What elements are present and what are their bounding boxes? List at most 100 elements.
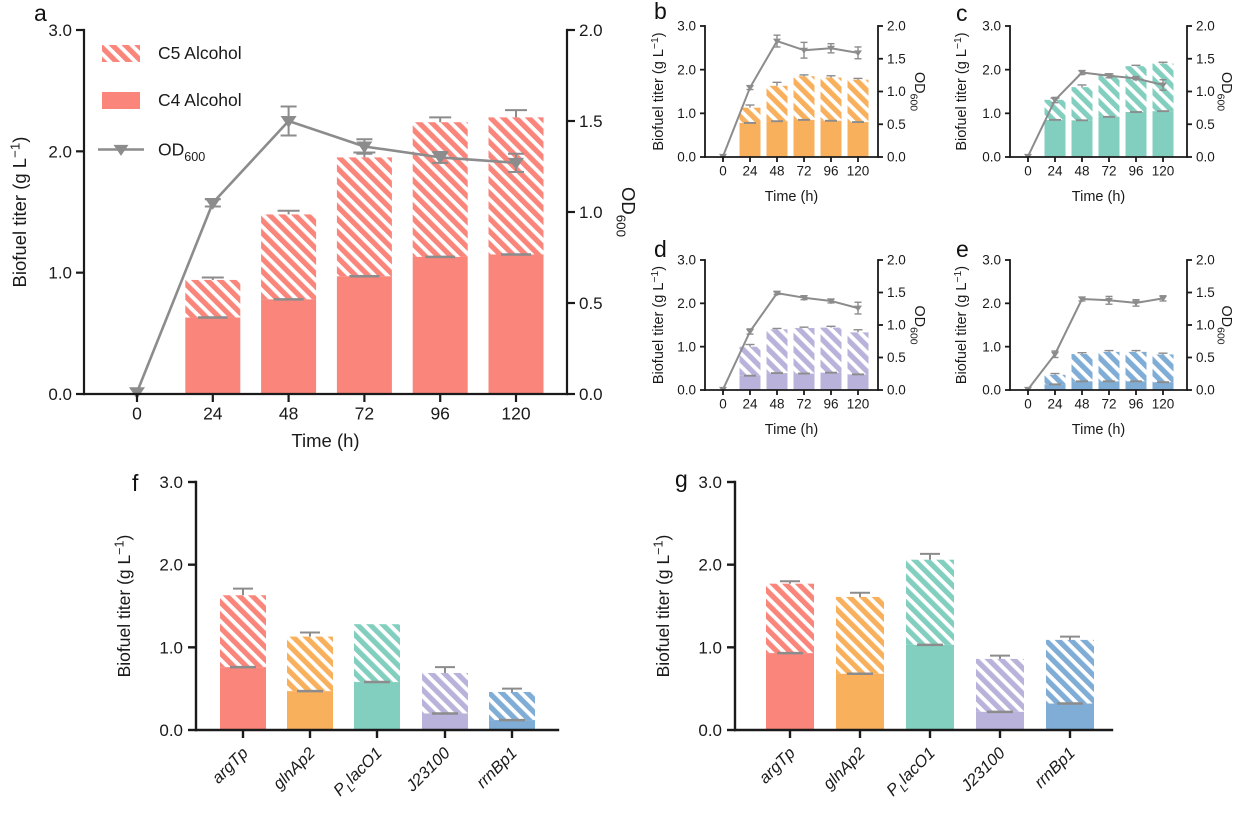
- svg-text:1.0: 1.0: [982, 106, 1001, 121]
- svg-text:2.0: 2.0: [982, 62, 1001, 77]
- svg-text:2.0: 2.0: [887, 19, 906, 34]
- panel-letter-b: b: [654, 0, 667, 24]
- svg-text:OD600: OD600: [1215, 72, 1234, 111]
- panel-d-biofuel-timecourse: 0.0 1.0 2.0 3.0 0.0 0.5 1.0 1.5 2.0 0 24 48 72 96 120 T…: [620, 230, 932, 462]
- svg-text:0: 0: [1024, 164, 1032, 179]
- svg-text:0: 0: [719, 397, 727, 412]
- svg-text:Biofuel titer (g L−1): Biofuel titer (g L−1): [953, 266, 970, 384]
- svg-text:0: 0: [132, 404, 142, 424]
- svg-text:3.0: 3.0: [48, 21, 72, 40]
- svg-text:0.0: 0.0: [677, 383, 696, 398]
- svg-text:glnAp2: glnAp2: [820, 744, 869, 793]
- svg-text:OD600: OD600: [908, 72, 927, 111]
- panel-e-biofuel-timecourse: 0.0 1.0 2.0 3.0 0.0 0.5 1.0 1.5 2.0 0 24 48 72 96 120 T…: [930, 230, 1236, 462]
- svg-text:OD600: OD600: [908, 305, 927, 344]
- svg-text:72: 72: [796, 164, 811, 179]
- svg-text:96: 96: [1128, 164, 1143, 179]
- svg-text:1.0: 1.0: [579, 203, 603, 222]
- svg-text:48: 48: [1074, 397, 1089, 412]
- svg-text:0.0: 0.0: [159, 721, 183, 740]
- svg-text:1.0: 1.0: [982, 339, 1001, 354]
- svg-text:2.0: 2.0: [1196, 19, 1215, 34]
- svg-text:0.5: 0.5: [887, 117, 906, 132]
- svg-text:Biofuel titer (g L−1): Biofuel titer (g L−1): [953, 32, 970, 150]
- chart-a-svg: 0.0 1.0 2.0 3.0 0.0 0.5 1.0 1.5 2.0 0 24 48 72 96 120 T…: [7, 21, 639, 451]
- svg-text:2.0: 2.0: [579, 21, 603, 40]
- panel-b-biofuel-timecourse: 0.0 1.0 2.0 3.0 0.0 0.5 1.0 1.5 2.0 0 24 48 72 96 120 T…: [620, 0, 932, 232]
- panel-letter-d: d: [654, 236, 667, 262]
- svg-text:120: 120: [1152, 164, 1175, 179]
- svg-text:rrnBp1: rrnBp1: [1031, 744, 1079, 792]
- svg-text:0.0: 0.0: [1196, 383, 1215, 398]
- svg-text:0.5: 0.5: [1196, 350, 1215, 365]
- svg-text:24: 24: [742, 397, 758, 412]
- svg-text:1.0: 1.0: [887, 318, 906, 333]
- svg-text:96: 96: [430, 404, 449, 424]
- svg-text:24: 24: [1047, 397, 1063, 412]
- svg-text:Time (h): Time (h): [765, 189, 818, 205]
- svg-text:72: 72: [355, 404, 374, 424]
- svg-text:120: 120: [1152, 397, 1175, 412]
- svg-text:0.0: 0.0: [982, 150, 1001, 165]
- chart-d-svg: 0.0 1.0 2.0 3.0 0.0 0.5 1.0 1.5 2.0 0 24 48 72 96 120 T…: [650, 253, 927, 438]
- svg-text:Time (h): Time (h): [765, 422, 818, 438]
- chart-e-svg: 0.0 1.0 2.0 3.0 0.0 0.5 1.0 1.5 2.0 0 24 48 72 96 120 T…: [953, 253, 1234, 438]
- svg-text:1.0: 1.0: [677, 106, 696, 121]
- svg-text:2.0: 2.0: [48, 142, 72, 161]
- svg-text:2.0: 2.0: [698, 556, 722, 575]
- panel-a-biofuel-timecourse: 0.0 1.0 2.0 3.0 0.0 0.5 1.0 1.5 2.0 0 24 48 72 96 120 T…: [0, 0, 645, 460]
- svg-text:3.0: 3.0: [159, 473, 183, 492]
- panel-c-biofuel-timecourse: 0.0 1.0 2.0 3.0 0.0 0.5 1.0 1.5 2.0 0 24 48 72 96 120 T…: [930, 0, 1236, 232]
- svg-text:0.0: 0.0: [48, 385, 72, 404]
- svg-text:1.0: 1.0: [48, 264, 72, 283]
- svg-text:3.0: 3.0: [677, 253, 696, 268]
- svg-text:Time (h): Time (h): [1072, 189, 1125, 205]
- svg-text:glnAp2: glnAp2: [270, 744, 319, 793]
- svg-text:72: 72: [1101, 397, 1116, 412]
- svg-text:1.5: 1.5: [887, 285, 906, 300]
- svg-text:3.0: 3.0: [982, 253, 1001, 268]
- svg-text:96: 96: [823, 397, 838, 412]
- chart-f-svg: 0.0 1.0 2.0 3.0 argTp glnAp2 PLlacO1 J23100 rrnB…: [113, 473, 560, 800]
- svg-text:argTp: argTp: [209, 744, 252, 787]
- svg-text:0.0: 0.0: [1196, 150, 1215, 165]
- svg-text:1.0: 1.0: [698, 638, 722, 657]
- svg-text:72: 72: [1101, 164, 1116, 179]
- svg-text:Biofuel titer (g L−1): Biofuel titer (g L−1): [652, 535, 673, 678]
- svg-text:0.5: 0.5: [887, 350, 906, 365]
- svg-text:2.0: 2.0: [887, 253, 906, 268]
- svg-text:48: 48: [769, 397, 784, 412]
- svg-text:1.5: 1.5: [1196, 51, 1215, 66]
- svg-text:96: 96: [823, 164, 838, 179]
- svg-text:J23100: J23100: [402, 744, 454, 796]
- chart-b-svg: 0.0 1.0 2.0 3.0 0.0 0.5 1.0 1.5 2.0 0 24 48 72 96 120 T…: [650, 19, 927, 205]
- panel-letter-c: c: [956, 0, 968, 26]
- svg-text:1.0: 1.0: [1196, 318, 1215, 333]
- svg-text:0.0: 0.0: [677, 150, 696, 165]
- svg-text:2.0: 2.0: [677, 296, 696, 311]
- svg-text:0.0: 0.0: [887, 150, 906, 165]
- svg-text:Biofuel titer (g L−1): Biofuel titer (g L−1): [113, 535, 134, 678]
- svg-text:argTp: argTp: [756, 744, 799, 787]
- svg-text:0.0: 0.0: [982, 383, 1001, 398]
- svg-text:48: 48: [769, 164, 784, 179]
- svg-text:J23100: J23100: [957, 744, 1009, 796]
- svg-text:1.5: 1.5: [579, 112, 603, 131]
- svg-text:rrnBp1: rrnBp1: [473, 744, 521, 792]
- svg-text:3.0: 3.0: [698, 473, 722, 492]
- svg-text:120: 120: [847, 397, 870, 412]
- svg-text:C5 Alcohol: C5 Alcohol: [158, 43, 242, 63]
- svg-text:2.0: 2.0: [1196, 253, 1215, 268]
- svg-text:Biofuel titer (g L−1): Biofuel titer (g L−1): [650, 32, 667, 150]
- svg-text:2.0: 2.0: [677, 62, 696, 77]
- svg-text:48: 48: [1074, 164, 1089, 179]
- panel-letter-e: e: [956, 236, 969, 262]
- svg-text:0.0: 0.0: [579, 385, 603, 404]
- svg-text:OD600: OD600: [613, 187, 639, 237]
- svg-text:1.5: 1.5: [1196, 285, 1215, 300]
- panel-letter-g: g: [675, 466, 688, 492]
- svg-text:Biofuel titer (g L−1): Biofuel titer (g L−1): [650, 266, 667, 384]
- svg-text:C4 Alcohol: C4 Alcohol: [158, 90, 242, 110]
- svg-text:OD600: OD600: [158, 140, 205, 164]
